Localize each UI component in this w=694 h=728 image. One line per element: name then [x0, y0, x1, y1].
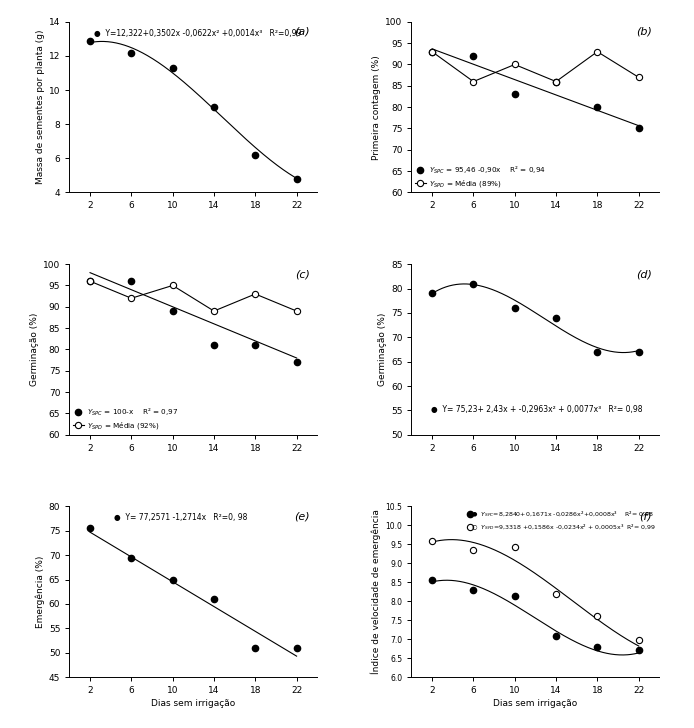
Text: (d): (d)	[636, 269, 652, 280]
Y-axis label: Primeira contagem (%): Primeira contagem (%)	[372, 55, 381, 159]
Text: (c): (c)	[295, 269, 310, 280]
Y-axis label: Massa de sementes por planta (g): Massa de sementes por planta (g)	[35, 30, 44, 184]
X-axis label: Dias sem irrigação: Dias sem irrigação	[151, 699, 235, 708]
Y-axis label: Emergência (%): Emergência (%)	[35, 555, 44, 628]
Text: ●  Y=12,322+0,3502x -0,0622x² +0,0014x³   R²=0,99: ● Y=12,322+0,3502x -0,0622x² +0,0014x³ R…	[94, 28, 302, 38]
Text: (b): (b)	[636, 27, 652, 37]
Legend: $\mathit{Y}_{SPC}$ = 95,46 -0,90x    R² = 0,94, $\mathit{Y}_{SPD}$ = Média (89%): $\mathit{Y}_{SPC}$ = 95,46 -0,90x R² = 0…	[415, 165, 545, 189]
Y-axis label: Germinação (%): Germinação (%)	[378, 313, 387, 386]
Text: ●  Y= 77,2571 -1,2714x   R²=0, 98: ● Y= 77,2571 -1,2714x R²=0, 98	[114, 513, 247, 522]
Legend: ●  $Y_{SPC}$=8,2840+0,1671x -0,0286x²+0,0008x³    R²= 0,98, ○  $Y_{SPD}$=9,3318 : ● $Y_{SPC}$=8,2840+0,1671x -0,0286x²+0,0…	[470, 510, 656, 531]
Y-axis label: Índice de velocidade de emergência: Índice de velocidade de emergência	[371, 510, 382, 674]
Text: (e): (e)	[294, 512, 310, 521]
X-axis label: Dias sem irrigação: Dias sem irrigação	[493, 699, 577, 708]
Text: ●  Y= 75,23+ 2,43x + -0,2963x² + 0,0077x³   R²= 0,98: ● Y= 75,23+ 2,43x + -0,2963x² + 0,0077x³…	[431, 405, 643, 414]
Legend: $\mathit{Y}_{SPC}$ = 100-x    R² = 0,97, $\mathit{Y}_{SPD}$ = Média (92%): $\mathit{Y}_{SPC}$ = 100-x R² = 0,97, $\…	[73, 407, 178, 431]
Text: (f): (f)	[639, 512, 652, 521]
Text: (a): (a)	[294, 27, 310, 37]
Y-axis label: Germinação (%): Germinação (%)	[30, 313, 39, 386]
